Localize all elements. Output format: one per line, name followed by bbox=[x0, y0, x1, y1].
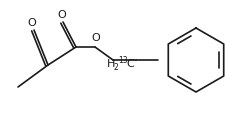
Text: O: O bbox=[28, 18, 36, 28]
Text: O: O bbox=[58, 10, 66, 20]
Text: 13: 13 bbox=[118, 56, 128, 64]
Text: O: O bbox=[91, 33, 100, 43]
Text: 2: 2 bbox=[113, 62, 118, 71]
Text: H: H bbox=[106, 59, 115, 68]
Text: C: C bbox=[126, 59, 133, 68]
